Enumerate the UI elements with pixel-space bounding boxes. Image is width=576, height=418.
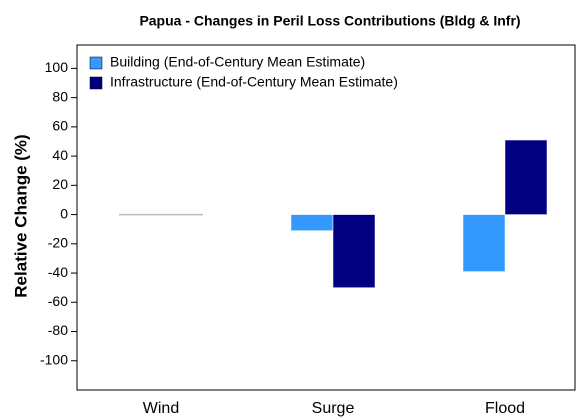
y-tick-label: 0 [60, 205, 68, 221]
bar [462, 214, 506, 272]
y-tick-label: -100 [40, 351, 68, 367]
y-tick-label: 100 [45, 59, 69, 75]
y-tick-label: -20 [48, 235, 68, 251]
legend-swatch [89, 56, 103, 70]
y-tick-label: -80 [48, 322, 68, 338]
legend-swatch [89, 76, 103, 90]
x-tick-label: Surge [312, 400, 355, 417]
bar [504, 139, 548, 215]
y-tick-label: -40 [48, 264, 68, 280]
chart-title: Papua - Changes in Peril Loss Contributi… [139, 13, 520, 29]
x-tick-label: Flood [485, 400, 525, 417]
legend-label: Building (End-of-Century Mean Estimate) [110, 54, 365, 70]
y-tick-label: -60 [48, 293, 68, 309]
bar [290, 214, 334, 231]
y-tick-label: 80 [52, 88, 68, 104]
y-axis-label: Relative Change (%) [11, 134, 30, 297]
y-tick-label: 20 [52, 176, 68, 192]
x-tick-label: Wind [143, 400, 179, 417]
y-tick-label: 60 [52, 118, 68, 134]
legend-label: Infrastructure (End-of-Century Mean Esti… [110, 74, 398, 90]
plot-border [76, 44, 576, 391]
bar [332, 214, 376, 288]
y-tick-label: 40 [52, 147, 68, 163]
